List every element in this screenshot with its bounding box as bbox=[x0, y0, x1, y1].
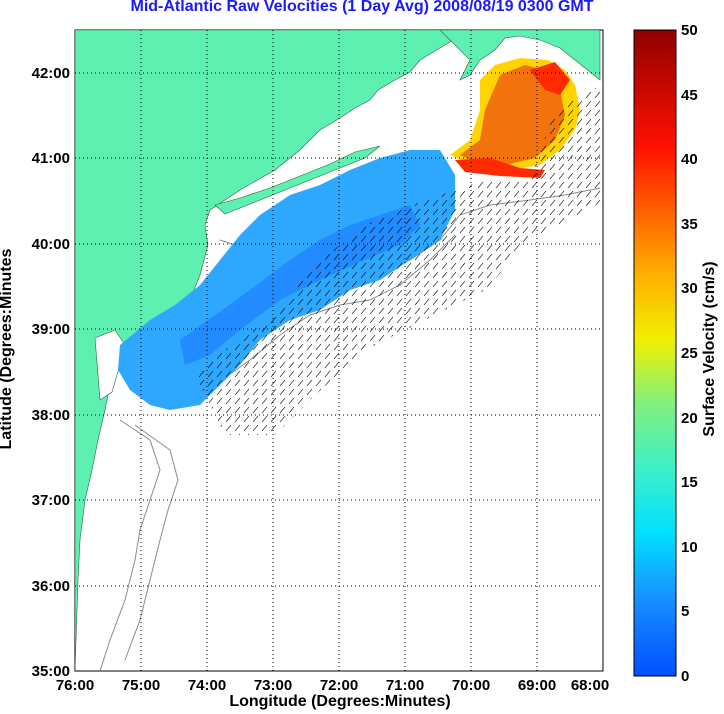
colorbar-ticks: 50 45 40 35 30 25 20 15 10 5 0 bbox=[681, 22, 698, 685]
x-tick-label: 68:00 bbox=[571, 677, 609, 694]
y-tick-label: 37:00 bbox=[32, 492, 70, 509]
x-tick-label: 74:00 bbox=[188, 677, 226, 694]
colorbar bbox=[633, 29, 677, 677]
x-axis-label: Longitude (Degrees:Minutes) bbox=[229, 693, 451, 710]
colorbar-tick-label: 50 bbox=[681, 22, 698, 39]
x-tick-label: 72:00 bbox=[320, 677, 358, 694]
hotspot-shoals bbox=[455, 158, 545, 178]
colorbar-tick-label: 30 bbox=[681, 280, 698, 297]
y-tick-label: 42:00 bbox=[32, 65, 70, 82]
velocity-field-north-inner bbox=[460, 65, 565, 165]
y-tick-label: 41:00 bbox=[32, 150, 70, 167]
colorbar-tick-label: 10 bbox=[681, 539, 698, 556]
x-tick-label: 71:00 bbox=[386, 677, 424, 694]
colorbar-tick-label: 25 bbox=[681, 345, 698, 362]
y-tick-label: 40:00 bbox=[32, 236, 70, 253]
colorbar-tick-label: 15 bbox=[681, 474, 698, 491]
colorbar-tick-label: 35 bbox=[681, 216, 698, 233]
y-tick-label: 36:00 bbox=[32, 578, 70, 595]
x-tick-labels: 76:00 75:00 74:00 73:00 72:00 71:00 70:0… bbox=[56, 677, 609, 694]
hotspot-nantucket bbox=[530, 62, 570, 95]
map-title: Mid-Atlantic Raw Velocities (1 Day Avg) … bbox=[130, 0, 594, 15]
y-tick-label: 35:00 bbox=[32, 663, 70, 680]
x-tick-label: 73:00 bbox=[254, 677, 292, 694]
colorbar-tick-label: 20 bbox=[681, 410, 698, 427]
x-tick-label: 76:00 bbox=[56, 677, 94, 694]
x-tick-label: 69:00 bbox=[518, 677, 556, 694]
y-tick-label: 39:00 bbox=[32, 321, 70, 338]
grid bbox=[75, 30, 603, 671]
land-mass bbox=[75, 30, 471, 671]
x-tick-label: 75:00 bbox=[122, 677, 160, 694]
colorbar-tick-label: 0 bbox=[681, 668, 689, 685]
x-tick-label: 70:00 bbox=[452, 677, 490, 694]
y-tick-label: 38:00 bbox=[32, 407, 70, 424]
colorbar-tick-label: 40 bbox=[681, 151, 698, 168]
colorbar-tick-label: 5 bbox=[681, 603, 689, 620]
delmarva bbox=[94, 329, 126, 401]
y-tick-labels: 42:00 41:00 40:00 39:00 38:00 37:00 36:0… bbox=[32, 65, 70, 680]
colorbar-tick-label: 45 bbox=[681, 87, 698, 104]
